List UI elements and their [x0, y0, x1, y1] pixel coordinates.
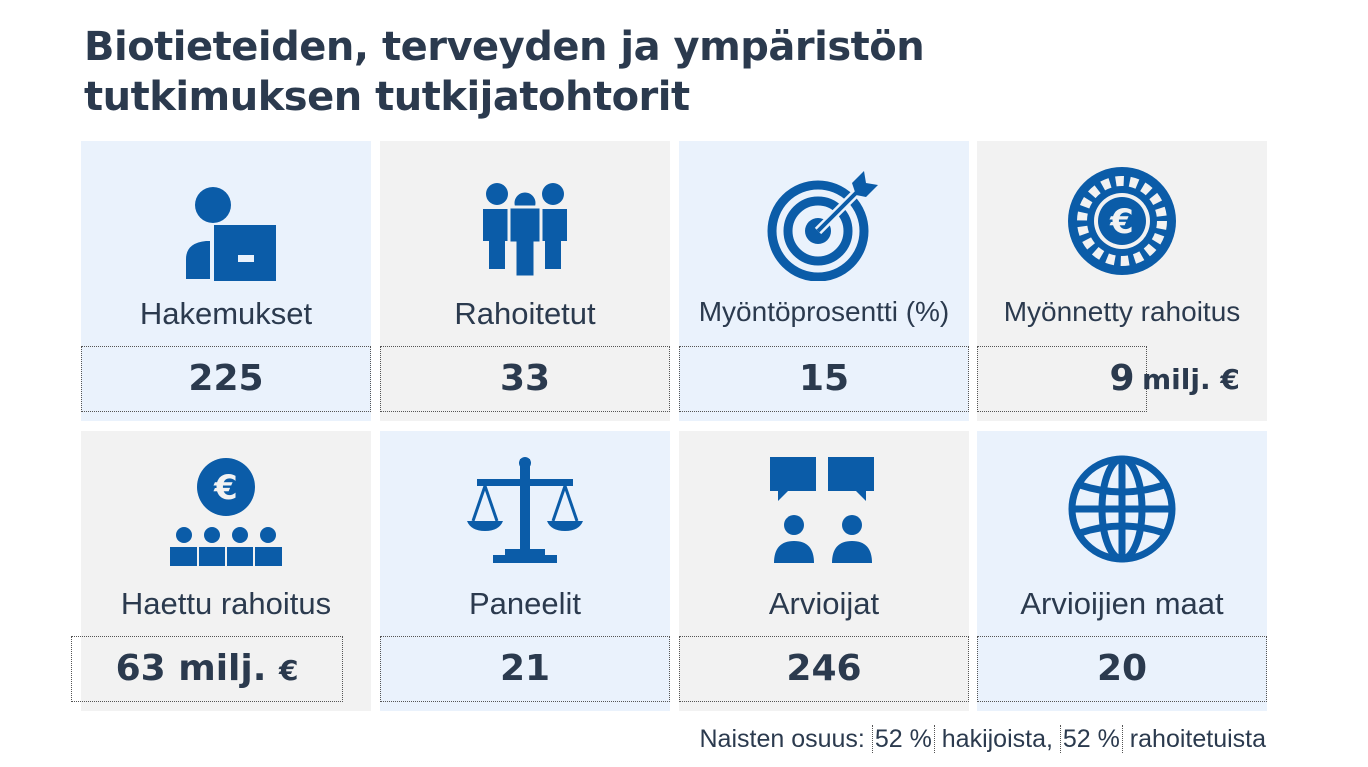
stat-label: Arvioijien maat	[1020, 586, 1224, 621]
stat-tile-panels: Paneelit 21	[380, 431, 670, 711]
stat-value: 33	[380, 346, 670, 412]
stat-number: 225	[188, 358, 264, 399]
stat-tile-success-rate: Myöntöprosentti (%) 15	[679, 141, 969, 421]
stat-number: 21	[499, 648, 551, 689]
title-line-1: Biotieteiden, terveyden ja ympäristön	[84, 24, 925, 70]
euro-coin-icon: €	[1062, 161, 1182, 281]
footnote-suffix: rahoitetuista	[1122, 725, 1266, 753]
stat-number: 15	[798, 358, 850, 399]
stat-label: Arvioijat	[768, 586, 880, 621]
stat-tile-granted-funding: € Myönnetty rahoitus 9 milj. €	[977, 141, 1267, 421]
svg-text:€: €	[1109, 202, 1134, 242]
stat-value: 246	[679, 636, 969, 702]
stat-value: 21	[380, 636, 670, 702]
stat-number: 9	[1109, 358, 1135, 399]
svg-text:€: €	[213, 468, 238, 508]
stat-value: 63 milj. €	[71, 636, 343, 702]
stat-unit: milj. €	[1142, 363, 1240, 396]
stat-label: Myöntöprosentti (%)	[698, 296, 950, 327]
stat-number: 33	[499, 358, 551, 399]
stat-value: 20	[977, 636, 1267, 702]
euro-people-icon: €	[166, 451, 286, 571]
applicant-icon	[166, 161, 286, 281]
stat-unit: €	[278, 654, 299, 687]
stat-label: Haettu rahoitus	[120, 586, 332, 621]
stat-value: 9	[977, 346, 1147, 412]
footnote-mid: hakijoista,	[934, 725, 1060, 753]
stat-tile-applications: Hakemukset 225	[81, 141, 371, 421]
women-share-footnote: Naisten osuus: 52 % hakijoista, 52 % rah…	[699, 725, 1266, 754]
stat-number: 63 milj.	[115, 648, 267, 689]
scales-icon	[465, 451, 585, 571]
stat-tile-funded: Rahoitetut 33	[380, 141, 670, 421]
target-icon	[764, 161, 884, 281]
stat-tile-reviewer-countries: Arvioijien maat 20	[977, 431, 1267, 711]
stat-number: 20	[1096, 648, 1148, 689]
people-group-icon	[465, 161, 585, 281]
stat-label: Hakemukset	[139, 296, 313, 331]
stat-tile-reviewers: Arvioijat 246	[679, 431, 969, 711]
women-share-applicants: 52 %	[871, 725, 935, 753]
speech-people-icon	[764, 451, 884, 571]
globe-icon	[1062, 451, 1182, 571]
stat-label: Rahoitetut	[454, 296, 596, 331]
women-share-funded: 52 %	[1059, 725, 1123, 753]
stat-value: 225	[81, 346, 371, 412]
footnote-prefix: Naisten osuus:	[699, 725, 872, 753]
stat-tile-requested-funding: € Haettu rahoitus 63 milj. €	[71, 431, 371, 711]
stat-number: 246	[786, 648, 862, 689]
stat-value: 15	[679, 346, 969, 412]
stat-label: Myönnetty rahoitus	[1003, 296, 1241, 327]
page-title: Biotieteiden, terveyden ja ympäristön tu…	[84, 22, 1084, 122]
stat-label: Paneelit	[468, 586, 582, 621]
title-line-2: tutkimuksen tutkijatohtorit	[84, 74, 690, 120]
